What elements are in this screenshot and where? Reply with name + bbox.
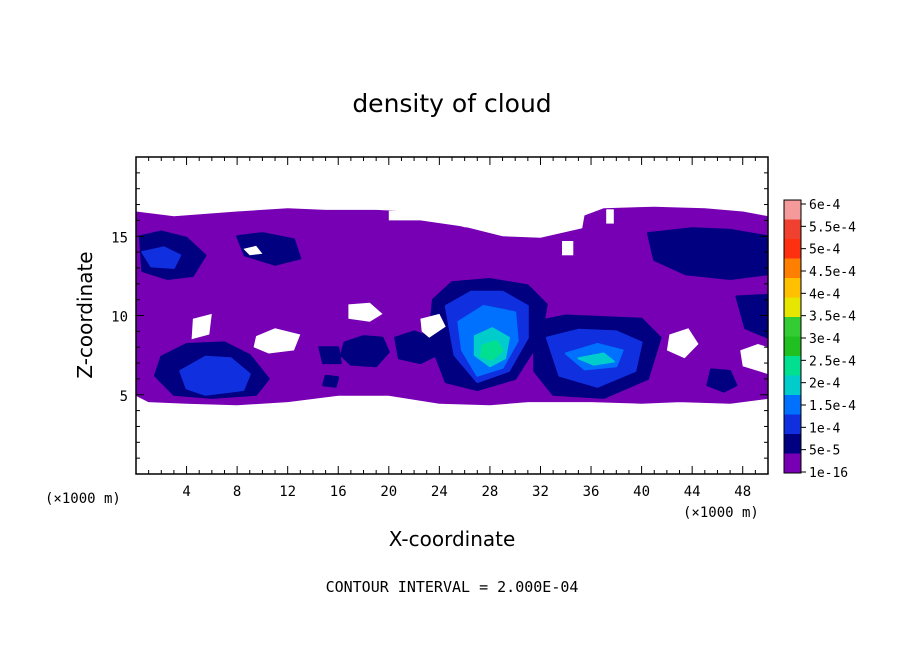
y-axis-label: Z-coordinate	[73, 251, 97, 378]
density-region	[322, 374, 340, 388]
x-tick-label: 20	[380, 484, 397, 500]
density-region	[339, 335, 390, 368]
x-tick-label: 16	[330, 484, 347, 500]
colorbar-swatch	[784, 395, 801, 415]
colorbar-frame	[783, 199, 802, 474]
y-tick-label: 5	[120, 389, 128, 405]
colorbar-label: 2e-4	[809, 377, 840, 392]
cloud-gap-region	[348, 302, 383, 322]
x-tick-label: 44	[684, 484, 701, 500]
colorbar-swatch	[784, 239, 801, 259]
cloud-gap-region	[666, 328, 699, 359]
colorbar-swatch	[784, 375, 801, 396]
chart-title: density of cloud	[352, 89, 551, 118]
cloud-gap-region	[420, 313, 446, 338]
x-tick-label: 8	[233, 484, 241, 500]
x-axis: 4 8 12 16 20 24 28 32 36 40 44 48	[148, 157, 756, 500]
cloud-gap-region	[253, 328, 301, 354]
colorbar-label: 3.5e-4	[809, 310, 856, 325]
colorbar-label: 2.5e-4	[809, 354, 856, 369]
x-tick-label: 32	[532, 484, 549, 500]
colorbar-swatch	[784, 200, 801, 220]
density-region	[735, 293, 768, 339]
density-region	[141, 246, 182, 269]
y-tick-label: 15	[111, 230, 128, 246]
x-axis-unit: (×1000 m)	[683, 505, 759, 521]
colorbar-swatch	[784, 278, 801, 298]
contour-interval-note: CONTOUR INTERVAL = 2.000E-04	[326, 578, 579, 596]
x-tick-label: 48	[734, 484, 751, 500]
density-region	[318, 346, 342, 365]
colorbar: 6e-4 5.5e-4 5e-4 4.5e-4 4e-4 3.5e-4 3e-4 2.5e-4…	[783, 198, 856, 481]
colorbar-label: 5e-4	[809, 243, 840, 258]
colorbar-swatch	[784, 414, 801, 435]
cloud-gap-region	[388, 209, 585, 238]
x-tick-label: 40	[633, 484, 650, 500]
density-region	[577, 352, 615, 366]
colorbar-swatch	[784, 336, 801, 357]
colorbar-swatch	[784, 453, 801, 474]
x-tick-label: 28	[481, 484, 498, 500]
colorbar-label: 5e-5	[809, 444, 840, 459]
density-region	[179, 355, 251, 396]
colorbar-label: 1e-16	[809, 466, 848, 481]
x-tick-label: 24	[431, 484, 448, 500]
plot-area	[136, 206, 768, 406]
x-axis-label: X-coordinate	[389, 527, 516, 551]
colorbar-label: 1.5e-4	[809, 399, 856, 414]
colorbar-label: 4.5e-4	[809, 265, 856, 280]
colorbar-swatch	[784, 297, 801, 318]
x-tick-label: 12	[279, 484, 296, 500]
colorbar-label: 6e-4	[809, 198, 840, 213]
colorbar-swatch	[784, 434, 801, 454]
y-axis: 5 10 15	[111, 172, 768, 459]
cloud-gap-region	[740, 344, 768, 375]
cloud-gap-region	[606, 209, 614, 224]
cloud-gap-region	[191, 313, 212, 340]
density-region	[480, 339, 504, 361]
colorbar-label: 5.5e-4	[809, 220, 856, 235]
colorbar-swatch	[784, 258, 801, 279]
colorbar-label: 1e-4	[809, 421, 840, 436]
colorbar-swatch	[784, 219, 801, 240]
cloud-gap-region	[562, 241, 574, 256]
density-region	[706, 368, 738, 393]
density-region	[236, 232, 302, 266]
x-tick-label: 4	[182, 484, 190, 500]
colorbar-swatch	[784, 356, 801, 376]
colorbar-label: 3e-4	[809, 332, 840, 347]
y-tick-label: 10	[111, 310, 128, 326]
cloud-gap-region	[243, 245, 263, 256]
y-axis-unit: (×1000 m)	[45, 491, 121, 507]
density-region	[646, 227, 768, 280]
colorbar-label: 4e-4	[809, 287, 840, 302]
colorbar-swatch	[784, 317, 801, 337]
x-tick-label: 36	[583, 484, 600, 500]
